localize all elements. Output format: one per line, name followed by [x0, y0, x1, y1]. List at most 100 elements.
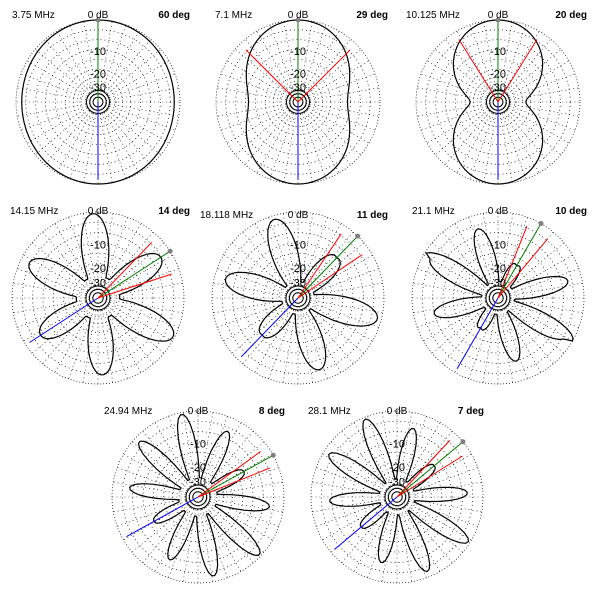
polar-chart-6: 0 dB -10 -20 -30 21.1 MHz 10 deg — [411, 206, 587, 385]
polar-grid-spoke — [83, 110, 97, 183]
polar-grid-spoke — [442, 304, 493, 365]
polar-grid-ring — [111, 410, 285, 584]
polar-grid-spoke — [304, 60, 370, 99]
polar-grid-spoke — [168, 504, 196, 578]
polar-chart-8: 0 dB -10 -20 -30 28.1 MHz 7 deg — [308, 406, 484, 584]
polar-grid-spoke — [503, 108, 551, 165]
polar-grid-spoke — [398, 505, 413, 582]
main-lobe-marker — [167, 248, 173, 254]
polar-grid-spoke — [469, 109, 496, 180]
polar-center-ring — [485, 285, 511, 311]
polar-grid-spoke — [106, 299, 183, 314]
pattern-outline — [452, 19, 544, 185]
polar-grid-spoke — [330, 441, 391, 492]
polar-grid-spoke — [468, 217, 496, 291]
polar-grid-spoke — [445, 39, 493, 96]
polar-grid-spoke — [104, 303, 165, 354]
beamwidth-line — [97, 273, 172, 299]
polar-grid-spoke — [205, 467, 279, 495]
polar-grid-spoke — [435, 107, 492, 155]
polar-grid-ring — [11, 211, 185, 385]
polar-grid-spoke — [131, 502, 192, 553]
polar-grid-spoke — [405, 481, 482, 496]
polar-grid-spoke — [106, 87, 179, 101]
polar-grid-spoke — [31, 303, 92, 354]
pattern-outline — [328, 418, 470, 573]
polar-grid-spoke — [104, 105, 170, 144]
polar-center-ring — [192, 491, 204, 503]
ring-label: -30 — [90, 82, 106, 94]
polar-grid-spoke — [142, 430, 193, 491]
polar-grid-spoke — [245, 108, 293, 165]
polar-grid-spoke — [505, 104, 576, 131]
polar-grid-spoke — [417, 103, 490, 117]
polar-grid-spoke — [381, 505, 396, 582]
polar-grid-spoke — [268, 305, 296, 379]
polar-grid-ring — [21, 221, 175, 375]
beamwidth-line — [197, 451, 261, 498]
polar-grid-spoke — [505, 268, 579, 296]
polar-grid-spoke — [322, 453, 390, 493]
polar-grid-spoke — [445, 108, 493, 165]
polar-grid-spoke — [299, 306, 314, 383]
polar-grid-spoke — [103, 108, 151, 165]
polar-grid-spoke — [341, 503, 392, 564]
polar-grid-ring — [263, 263, 333, 333]
beamwidth-line — [197, 467, 270, 498]
polar-grid-spoke — [501, 30, 540, 96]
polar-grid-spoke — [20, 73, 91, 100]
polar-grid-spoke — [500, 305, 528, 379]
main-lobe-marker — [538, 221, 544, 226]
polar-grid-spoke — [306, 87, 379, 101]
elevation-label: 10 deg — [555, 206, 587, 217]
ring-label-0db: 0 dB — [288, 10, 309, 21]
pattern-outline — [21, 19, 175, 185]
polar-grid-spoke — [469, 24, 496, 95]
ring-label: -20 — [389, 462, 405, 474]
main-lobe-marker — [460, 439, 466, 445]
ring-label-0db: 0 dB — [88, 10, 109, 21]
polar-grid-spoke — [353, 422, 393, 490]
polar-grid-spoke — [100, 109, 127, 180]
polar-grid-spoke — [404, 467, 478, 495]
polar-center-ring — [188, 487, 208, 507]
main-lobe-marker — [270, 452, 276, 458]
polar-grid-spoke — [282, 213, 297, 290]
ring-label: -30 — [290, 278, 306, 290]
polar-grid-spoke — [68, 217, 96, 291]
main-lobe-line — [497, 223, 542, 299]
polar-chart-5: 0 dB -10 -20 -30 18.118 MHz 11 deg — [200, 210, 388, 385]
polar-grid-spoke — [17, 103, 90, 117]
polar-grid-spoke — [56, 30, 95, 96]
polar-grid-spoke — [502, 305, 542, 373]
polar-grid-spoke — [223, 254, 291, 294]
polar-grid-spoke — [398, 412, 413, 489]
polar-grid-spoke — [456, 108, 495, 174]
ring-label: -30 — [190, 477, 206, 489]
polar-grid-spoke — [26, 60, 92, 99]
polar-grid-spoke — [100, 217, 128, 291]
polar-grid-spoke — [482, 306, 497, 383]
polar-grid-spoke — [504, 107, 561, 155]
polar-grid-spoke — [117, 499, 191, 527]
polar-grid-ring — [63, 263, 133, 333]
ring-label: -10 — [90, 46, 106, 58]
polar-grid-spoke — [213, 282, 290, 297]
polar-grid-spoke — [505, 73, 576, 100]
polar-grid-spoke — [35, 49, 92, 97]
ring-label: -30 — [389, 477, 405, 489]
polar-grid-spoke — [503, 304, 554, 365]
back-direction-line — [126, 496, 199, 538]
ring-label: -10 — [389, 439, 405, 451]
frequency-label: 14.15 MHz — [10, 206, 58, 217]
polar-grid-ring — [78, 278, 118, 318]
polar-grid-spoke — [305, 268, 379, 296]
back-direction-line — [456, 297, 499, 370]
pattern-outline — [425, 228, 574, 362]
polar-grid-spoke — [202, 504, 242, 572]
polar-grid-spoke — [499, 213, 514, 290]
polar-grid-spoke — [45, 39, 93, 96]
polar-center-ring — [88, 288, 108, 308]
ring-label: -10 — [90, 240, 106, 252]
polar-grid-spoke — [301, 30, 340, 96]
